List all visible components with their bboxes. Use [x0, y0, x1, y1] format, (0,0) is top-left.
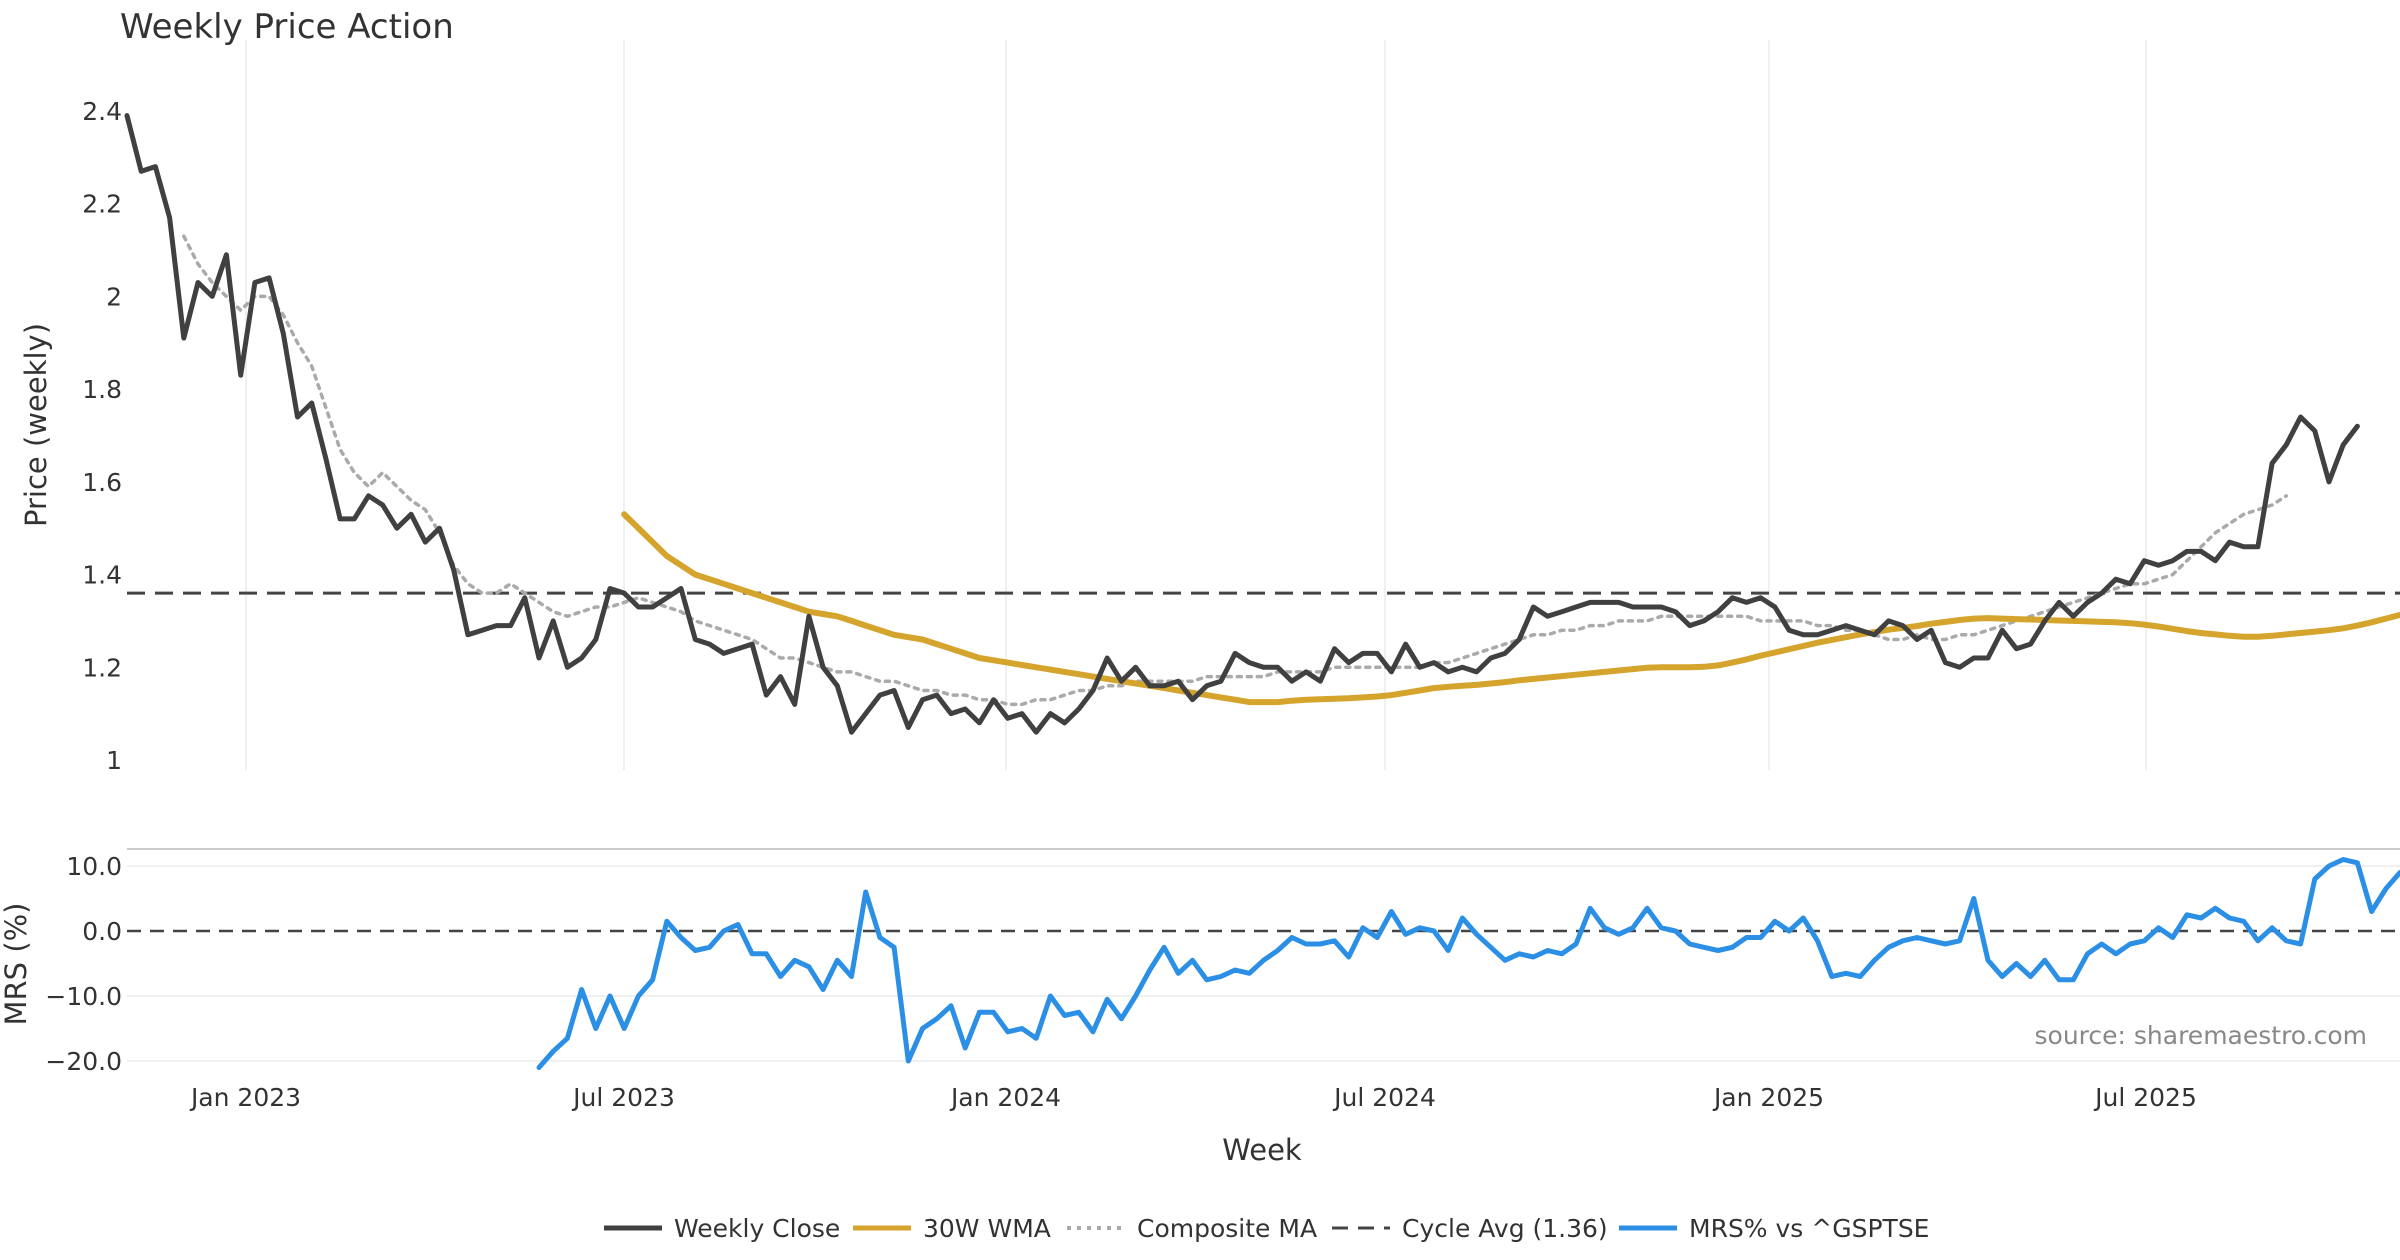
- legend: Weekly Close 30W WMA Composite MA Cycle Avg…: [604, 1214, 1929, 1243]
- mrs-line: [536, 857, 2400, 1070]
- price-y-tick-label: 1: [106, 746, 122, 775]
- mrs-y-tick-label: 10.0: [66, 852, 122, 881]
- x-tick-label: Jan 2023: [189, 1083, 301, 1112]
- price-gridlines: [245, 40, 2147, 770]
- legend-label: Weekly Close: [674, 1214, 840, 1243]
- price-y-tick-label: 2: [106, 282, 122, 311]
- mrs-y-tick-label: −10.0: [45, 982, 122, 1011]
- mrs-y-axis: 10.0 0.0 −10.0 −20.0: [45, 852, 122, 1076]
- x-tick-label: Jul 2023: [571, 1083, 675, 1112]
- x-axis: Jan 2023 Jul 2023 Jan 2024 Jul 2024 Jan 2025…: [189, 1083, 2197, 1112]
- legend-entry: Composite MA: [1067, 1214, 1317, 1243]
- legend-label: Cycle Avg (1.36): [1402, 1214, 1608, 1243]
- legend-label: MRS% vs ^GSPTSE: [1689, 1214, 1929, 1243]
- mrs-y-tick-label: −20.0: [45, 1047, 122, 1076]
- weekly-close-line: [124, 113, 2360, 735]
- legend-entry: Weekly Close: [604, 1214, 840, 1243]
- mrs-series: [536, 857, 2400, 1070]
- chart-title: Weekly Price Action: [120, 7, 454, 47]
- price-y-axis: 1 1.2 1.4 1.6 1.8 2 2.2 2.4: [82, 97, 122, 775]
- price-series: [124, 113, 2400, 735]
- legend-label: Composite MA: [1137, 1214, 1317, 1243]
- legend-entry: Cycle Avg (1.36): [1332, 1214, 1608, 1243]
- x-axis-title: Week: [1222, 1133, 1302, 1167]
- price-y-tick-label: 1.2: [82, 653, 122, 682]
- legend-entry: MRS% vs ^GSPTSE: [1619, 1214, 1929, 1243]
- wma-30w-line: [621, 511, 2400, 706]
- mrs-y-axis-title: MRS (%): [0, 903, 33, 1026]
- mrs-gridlines: [127, 848, 2400, 1062]
- mrs-y-tick-label: 0.0: [82, 917, 122, 946]
- x-tick-label: Jul 2025: [2093, 1083, 2197, 1112]
- x-tick-label: Jan 2024: [949, 1083, 1061, 1112]
- x-tick-label: Jul 2024: [1332, 1083, 1436, 1112]
- price-y-tick-label: 2.4: [82, 97, 122, 126]
- x-tick-label: Jan 2025: [1712, 1083, 1824, 1112]
- legend-label: 30W WMA: [923, 1214, 1051, 1243]
- price-y-tick-label: 1.4: [82, 561, 122, 590]
- price-y-tick-label: 1.6: [82, 468, 122, 497]
- price-y-axis-title: Price (weekly): [19, 323, 53, 527]
- price-y-tick-label: 2.2: [82, 190, 122, 219]
- price-y-tick-label: 1.8: [82, 375, 122, 404]
- legend-entry: 30W WMA: [853, 1214, 1051, 1243]
- source-note: source: sharemaestro.com: [2035, 1021, 2368, 1050]
